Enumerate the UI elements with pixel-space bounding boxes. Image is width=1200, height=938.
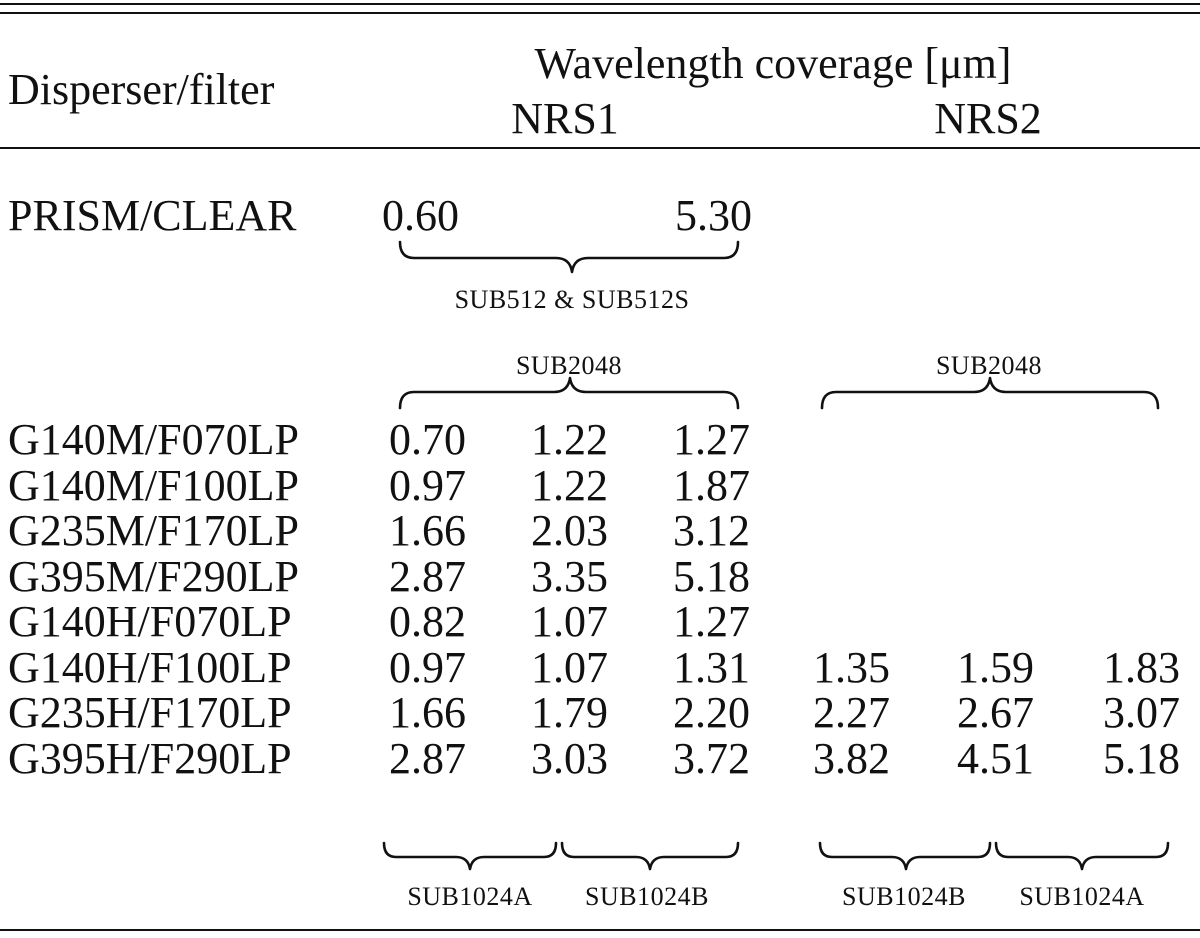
nrs2-cell: 5.18: [1103, 734, 1180, 783]
prism-subarray-label: SUB512 & SUB512S: [454, 285, 690, 314]
nrs1-cell: 1.87: [673, 461, 750, 510]
nrs1-cell: 3.03: [531, 734, 608, 783]
nrs1-cell: 1.31: [673, 643, 750, 692]
nrs1-cell: 1.79: [531, 688, 608, 737]
nrs1-cell: 5.18: [673, 552, 750, 601]
nrs2-sub1024a-label: SUB1024A: [1019, 882, 1145, 911]
nrs1-cell: 2.87: [389, 734, 466, 783]
nrs2-sub1024b-label: SUB1024B: [842, 882, 966, 911]
nrs1-cell: 1.27: [673, 415, 750, 464]
nrs1-cell: 1.66: [389, 506, 466, 555]
nrs1-sub1024b-label: SUB1024B: [585, 882, 709, 911]
disperser-header: Disperser/filter: [8, 65, 275, 114]
row-name: G235M/F170LP: [8, 506, 299, 555]
nrs1-cell: 0.70: [389, 415, 466, 464]
nrs1-sub2048-label: SUB2048: [515, 351, 623, 380]
nrs1-cell: 2.87: [389, 552, 466, 601]
nrs2-cell: 2.27: [813, 688, 890, 737]
nrs1-header: NRS1: [511, 94, 619, 143]
nrs1-cell: 3.12: [673, 506, 750, 555]
prism-nrs1-end: 5.30: [675, 191, 752, 240]
nrs1-cell: 0.97: [389, 461, 466, 510]
nrs2-cell: 1.59: [957, 643, 1034, 692]
nrs1-cell: 2.03: [531, 506, 608, 555]
row-name: G140M/F100LP: [8, 461, 299, 510]
nrs2-sub2048-label: SUB2048: [935, 351, 1043, 380]
prism-name: PRISM/CLEAR: [8, 191, 297, 240]
row-name: G140M/F070LP: [8, 415, 299, 464]
row-name: G235H/F170LP: [8, 688, 292, 737]
nrs2-cell: 3.82: [813, 734, 890, 783]
nrs2-cell: 2.67: [957, 688, 1034, 737]
header-rule: [0, 147, 1200, 149]
nrs1-cell: 2.20: [673, 688, 750, 737]
top-rule-1: [0, 3, 1200, 5]
nrs1-cell: 1.66: [389, 688, 466, 737]
nrs1-cell: 0.97: [389, 643, 466, 692]
nrs2-cell: 1.83: [1103, 643, 1180, 692]
nrs1-cell: 1.07: [531, 597, 608, 646]
row-name: G395M/F290LP: [8, 552, 299, 601]
prism-nrs1-start: 0.60: [382, 191, 459, 240]
nrs1-cell: 0.82: [389, 597, 466, 646]
top-rule-2: [0, 12, 1200, 14]
nrs1-cell: 3.35: [531, 552, 608, 601]
nrs1-cell: 1.27: [673, 597, 750, 646]
nrs1-sub1024a-label: SUB1024A: [407, 882, 533, 911]
coverage-header: Wavelength coverage [μm]: [534, 39, 1012, 88]
nrs2-cell: 1.35: [813, 643, 890, 692]
nrs1-cell: 1.22: [531, 461, 608, 510]
nrs2-cell: 4.51: [957, 734, 1034, 783]
row-name: G140H/F070LP: [8, 597, 292, 646]
row-name: G140H/F100LP: [8, 643, 292, 692]
nrs1-cell: 1.22: [531, 415, 608, 464]
nrs2-cell: 3.07: [1103, 688, 1180, 737]
nrs1-cell: 1.07: [531, 643, 608, 692]
row-name: G395H/F290LP: [8, 734, 292, 783]
nrs2-header: NRS2: [934, 94, 1042, 143]
nrs1-cell: 3.72: [673, 734, 750, 783]
bottom-rule: [0, 929, 1200, 931]
